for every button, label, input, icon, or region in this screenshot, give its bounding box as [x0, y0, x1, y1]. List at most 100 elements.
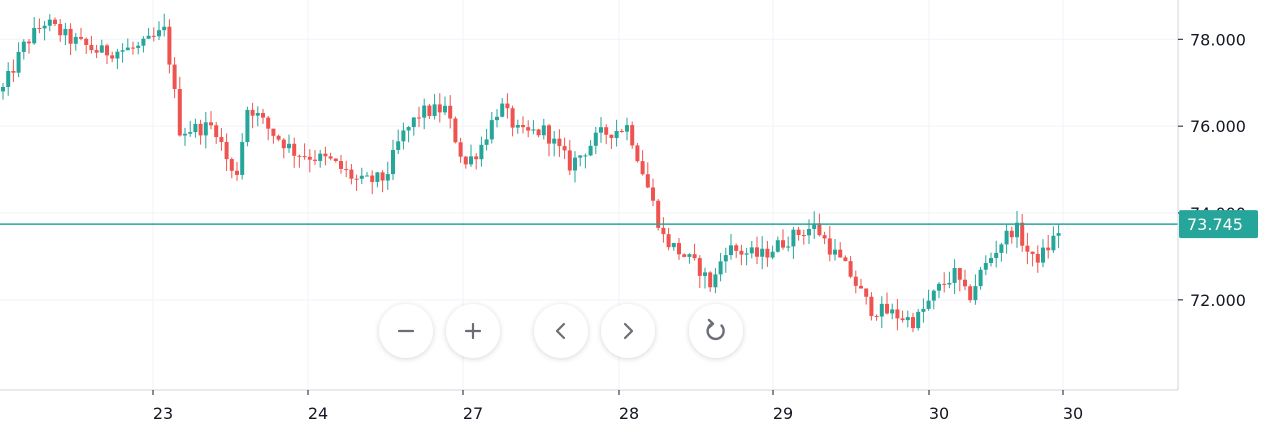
- candle-body: [385, 174, 390, 181]
- candle-body: [843, 257, 848, 262]
- candle-body: [266, 117, 271, 129]
- candle-body: [900, 318, 905, 321]
- candle-body: [963, 279, 967, 287]
- candle-body: [375, 172, 380, 182]
- candle-body: [188, 132, 193, 134]
- candle-body: [536, 129, 541, 136]
- candle-body: [687, 254, 692, 257]
- candle-body: [313, 159, 317, 161]
- zoom-out-button[interactable]: [379, 304, 433, 358]
- candle-body: [796, 229, 801, 236]
- candle-body: [432, 104, 437, 117]
- candle-body: [749, 247, 754, 254]
- candle-body: [713, 274, 718, 288]
- chart-grid: [0, 0, 1178, 390]
- candle-body: [697, 258, 702, 276]
- candle-body: [723, 255, 728, 262]
- candle-body: [947, 282, 952, 285]
- candle-body: [63, 28, 68, 36]
- candle-body: [193, 123, 198, 133]
- candle-body: [58, 24, 63, 36]
- reset-icon: [702, 317, 730, 345]
- candle-body: [422, 105, 427, 118]
- candle-body: [869, 296, 874, 317]
- candle-body: [609, 134, 614, 139]
- zoom-in-button[interactable]: [446, 304, 500, 358]
- candle-body: [999, 244, 1004, 253]
- candle-body: [552, 138, 557, 144]
- candle-body: [682, 254, 687, 257]
- reset-chart-button[interactable]: [689, 304, 743, 358]
- candle-body: [292, 143, 297, 156]
- candle-body: [640, 161, 645, 175]
- candle-body: [287, 143, 291, 149]
- x-tick-label: 23: [153, 404, 173, 423]
- x-tick-label: 28: [619, 404, 639, 423]
- candle-body: [141, 38, 146, 46]
- candle-body: [531, 129, 536, 131]
- candle-body: [370, 175, 375, 182]
- candle-body: [354, 178, 359, 180]
- candle-body: [671, 243, 676, 248]
- candle-body: [463, 156, 468, 165]
- candle-body: [162, 26, 167, 31]
- candle-body: [21, 41, 26, 52]
- candle-body: [833, 249, 837, 255]
- candle-body: [786, 246, 791, 248]
- candle-body: [838, 249, 843, 258]
- candle-body: [619, 130, 624, 132]
- candle-body: [110, 55, 115, 59]
- candle-body: [661, 227, 666, 235]
- scroll-right-button[interactable]: [601, 304, 655, 358]
- candle-body: [484, 139, 489, 145]
- candle-body: [151, 35, 156, 37]
- candle-body: [848, 261, 853, 277]
- candle-body: [68, 28, 73, 44]
- candle-body: [1009, 230, 1014, 238]
- candle-body: [183, 133, 187, 136]
- y-tick-label: 78.000: [1190, 30, 1246, 49]
- x-tick-label: 29: [773, 404, 793, 423]
- candle-body: [968, 286, 973, 301]
- candle-body: [349, 169, 354, 179]
- candle-body: [47, 19, 52, 26]
- candle-body: [744, 253, 749, 255]
- candle-body: [105, 45, 109, 56]
- candle-body: [874, 316, 879, 318]
- candle-body: [27, 41, 31, 44]
- candle-body: [172, 64, 177, 90]
- candle-body: [879, 303, 884, 317]
- candle-body: [240, 142, 245, 175]
- time-axis: 23 24 27 28 29 30 30: [152, 390, 1083, 423]
- candle-series: [1, 13, 1061, 333]
- y-tick-label: 76.000: [1190, 117, 1246, 136]
- candle-body: [916, 311, 921, 329]
- candle-body: [765, 248, 770, 258]
- candle-body: [593, 132, 598, 146]
- candle-body: [952, 268, 957, 283]
- candle-body: [692, 254, 697, 259]
- candle-body: [323, 153, 328, 157]
- candle-body: [770, 251, 775, 258]
- last-price-label: 73.745: [1187, 215, 1243, 234]
- candle-body: [250, 109, 255, 116]
- candle-body: [911, 317, 915, 329]
- last-price-badge: 73.745: [1179, 210, 1258, 239]
- candle-body: [1035, 253, 1040, 263]
- candle-body: [391, 149, 395, 175]
- candle-body: [16, 51, 21, 73]
- scroll-left-button[interactable]: [534, 304, 588, 358]
- candle-body: [1015, 222, 1019, 238]
- candle-body: [136, 45, 141, 48]
- candle-body: [318, 153, 323, 161]
- candle-body: [448, 105, 453, 119]
- candle-body: [547, 125, 551, 144]
- candle-body: [1056, 233, 1061, 236]
- candle-body: [396, 141, 401, 150]
- candle-body: [333, 158, 338, 161]
- x-tick-label: 27: [463, 404, 483, 423]
- candle-body: [276, 135, 281, 140]
- candle-body: [775, 240, 780, 252]
